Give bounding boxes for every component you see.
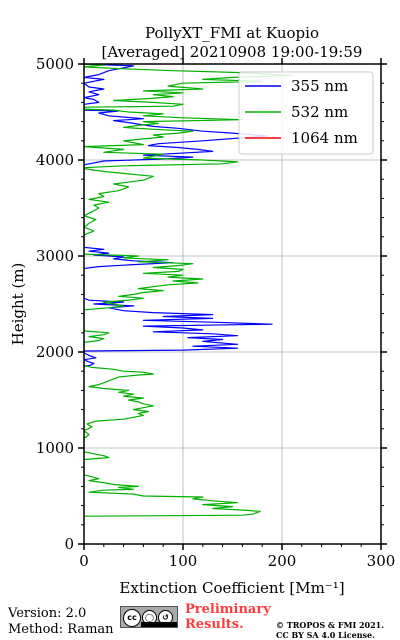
copyright-line1: © TROPOS & FMI 2021. bbox=[276, 620, 385, 630]
y-tick-label: 0 bbox=[64, 535, 74, 553]
plot-frame bbox=[83, 63, 382, 545]
preliminary-line2: Results. bbox=[185, 617, 244, 632]
legend-label: 532 nm bbox=[291, 103, 348, 121]
legend-label: 355 nm bbox=[291, 77, 348, 95]
x-tick-label: 0 bbox=[79, 552, 89, 570]
version-info: Version: 2.0 Method: Raman bbox=[8, 606, 114, 638]
license-strip bbox=[141, 622, 177, 627]
extinction-profile-chart: PollyXT_FMI at Kuopio [Averaged] 2021090… bbox=[9, 24, 396, 597]
series-line-355nm bbox=[84, 64, 273, 367]
preliminary-notice: Preliminary Results. bbox=[185, 602, 271, 632]
chart-title-line1: PollyXT_FMI at Kuopio bbox=[145, 24, 319, 42]
chart-title-line2: [Averaged] 20210908 19:00-19:59 bbox=[102, 43, 363, 61]
cc-icon: cc bbox=[123, 609, 141, 627]
legend-items: 355 nm 532 nm 1064 nm bbox=[245, 77, 358, 147]
x-axis-label: Extinction Coefficient [Mm⁻¹] bbox=[119, 579, 344, 597]
x-tick-label: 200 bbox=[268, 552, 297, 570]
y-tick-label: 2000 bbox=[36, 343, 74, 361]
y-tick-label: 5000 bbox=[36, 55, 74, 73]
method-label: Method: Raman bbox=[8, 622, 114, 637]
y-tick-label: 3000 bbox=[36, 247, 74, 265]
cc-license-logo: cc ◯ ↺ bbox=[120, 606, 178, 628]
y-axis-label: Height (m) bbox=[9, 263, 27, 346]
x-tick-label: 300 bbox=[367, 552, 396, 570]
legend-box bbox=[238, 71, 374, 155]
copyright-notice: © TROPOS & FMI 2021. CC BY SA 4.0 Licens… bbox=[276, 620, 384, 640]
y-tick-label: 4000 bbox=[36, 151, 74, 169]
y-tick-label: 1000 bbox=[36, 439, 74, 457]
x-tick-label: 100 bbox=[169, 552, 198, 570]
preliminary-line1: Preliminary bbox=[185, 602, 271, 617]
copyright-line2: CC BY SA 4.0 License. bbox=[276, 630, 375, 640]
legend: 355 nm 532 nm 1064 nm bbox=[238, 71, 374, 155]
legend-label: 1064 nm bbox=[291, 129, 358, 147]
version-label: Version: 2.0 bbox=[8, 606, 87, 621]
